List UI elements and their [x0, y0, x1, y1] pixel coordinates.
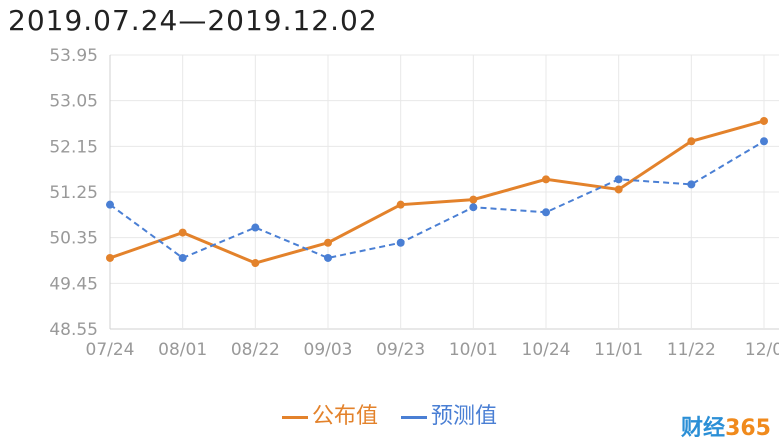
- watermark-number: 365: [725, 416, 771, 441]
- data-point-published: [324, 238, 332, 247]
- data-point-forecast: [396, 238, 405, 247]
- legend-item-forecast: 预测值: [401, 398, 497, 430]
- legend-item-published: 公布值: [281, 398, 378, 430]
- data-point-forecast: [178, 253, 187, 262]
- x-tick-label: 09/03: [304, 340, 353, 360]
- y-tick-label: 52.15: [49, 137, 98, 157]
- y-tick-label: 48.55: [49, 320, 98, 340]
- y-tick-label: 51.25: [49, 183, 98, 203]
- data-point-forecast: [106, 200, 114, 209]
- x-tick-label: 07/24: [86, 340, 135, 360]
- data-point-forecast: [687, 180, 696, 189]
- series-group: [106, 116, 768, 268]
- y-axis-ticks: 53.95 53.05 52.15 51.25 50.35 49.45 48.55: [49, 46, 98, 340]
- data-point-published: [106, 253, 114, 262]
- series-line-published: [109, 119, 765, 265]
- x-tick-label: 10/01: [449, 340, 498, 360]
- legend-swatch-published: [281, 415, 308, 419]
- data-point-forecast: [760, 137, 768, 146]
- x-tick-label: 11/01: [594, 340, 643, 360]
- x-tick-label: 12/0: [745, 340, 779, 360]
- data-point-published: [396, 200, 405, 209]
- x-tick-label: 08/01: [158, 340, 207, 360]
- series-line-forecast: [109, 140, 765, 260]
- data-point-published: [687, 137, 696, 146]
- y-tick-label: 53.95: [49, 46, 98, 66]
- x-tick-label: 11/22: [667, 340, 716, 360]
- data-point-forecast: [614, 175, 623, 184]
- data-point-published: [542, 175, 550, 184]
- legend-label-published: 公布值: [311, 404, 378, 429]
- data-point-published: [469, 195, 478, 204]
- legend-label-forecast: 预测值: [431, 404, 498, 429]
- legend: 公布值 预测值: [0, 398, 779, 430]
- data-point-forecast: [469, 203, 478, 212]
- chart-title: 2019.07.24—2019.12.02: [8, 4, 378, 37]
- data-point-published: [614, 185, 623, 194]
- x-tick-label: 08/22: [231, 340, 280, 360]
- x-tick-label: 10/24: [522, 340, 571, 360]
- data-point-published: [760, 116, 768, 125]
- watermark-brand: 财经: [681, 416, 726, 441]
- y-tick-label: 49.45: [49, 274, 98, 294]
- grid-lines: [109, 54, 779, 330]
- y-tick-label: 53.05: [49, 92, 98, 112]
- legend-swatch-forecast: [401, 415, 427, 419]
- watermark-logo: 财经365: [681, 410, 771, 442]
- data-point-forecast: [251, 223, 260, 232]
- x-axis-ticks: 07/24 08/01 08/22 09/03 09/23 10/01 10/24 11/01…: [86, 340, 779, 360]
- x-tick-label: 09/23: [376, 340, 425, 360]
- data-point-forecast: [542, 208, 550, 217]
- data-point-published: [251, 259, 260, 268]
- data-point-published: [178, 228, 187, 237]
- data-point-forecast: [324, 253, 332, 262]
- y-tick-label: 50.35: [49, 229, 98, 249]
